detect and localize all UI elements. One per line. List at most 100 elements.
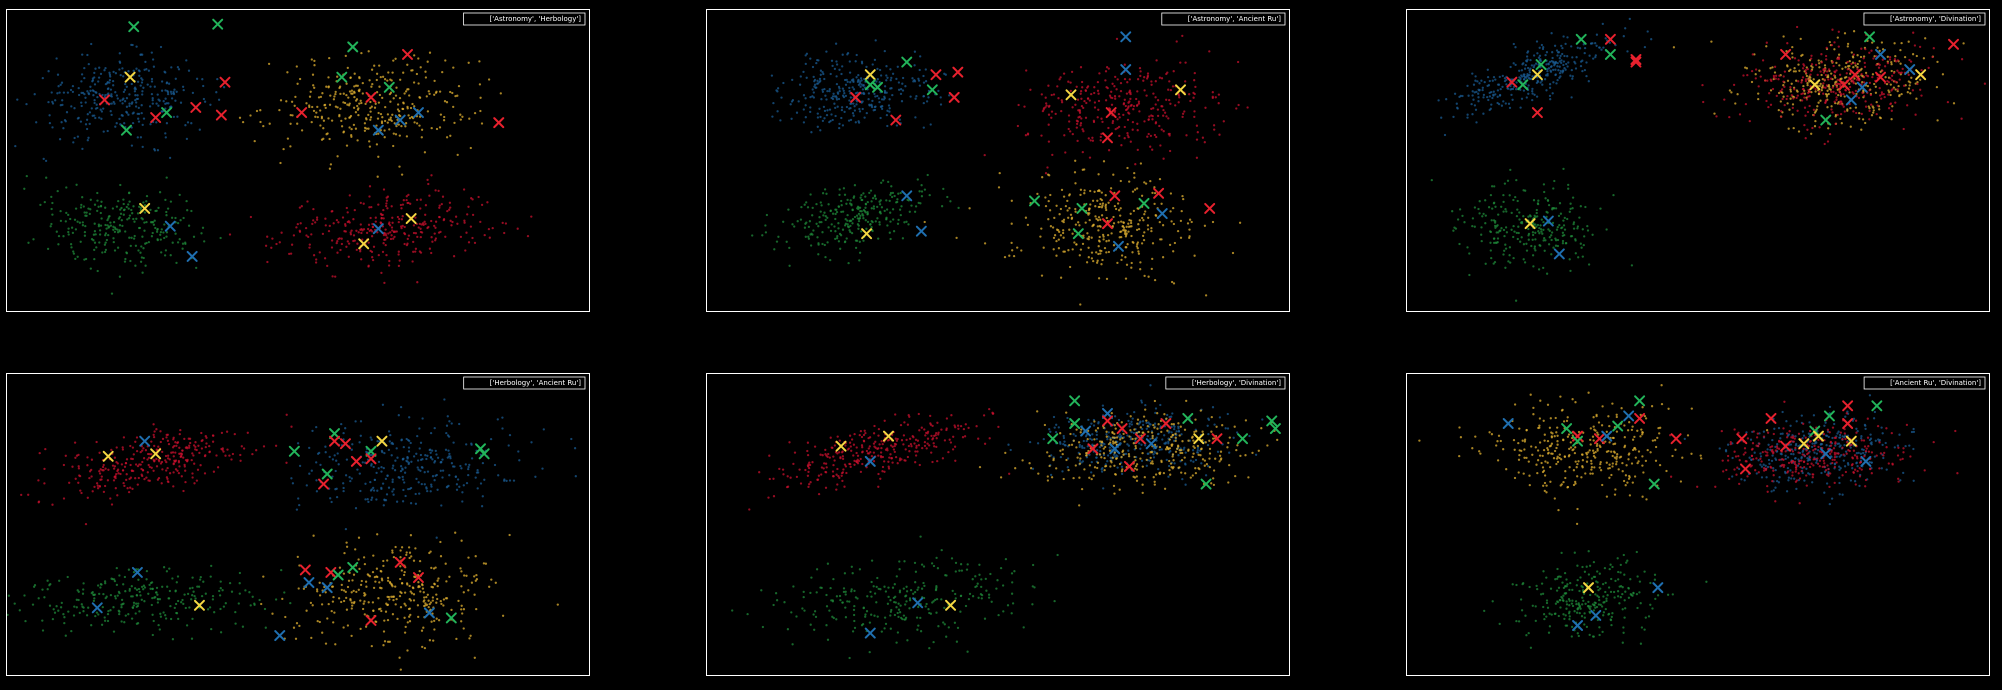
data-point (204, 445, 207, 449)
data-point (426, 489, 429, 493)
data-point (1044, 96, 1047, 99)
data-point (1153, 202, 1156, 206)
data-point (1815, 108, 1818, 111)
data-point (1179, 219, 1183, 223)
data-point (123, 260, 127, 263)
x-marker-stroke (1575, 33, 1587, 45)
data-point (1127, 135, 1130, 139)
data-point (517, 450, 520, 453)
data-point (1795, 25, 1799, 29)
data-point (330, 119, 334, 122)
data-point (1832, 74, 1836, 77)
data-point (35, 121, 38, 124)
data-point (128, 102, 131, 105)
data-point (1096, 259, 1099, 262)
data-point (155, 102, 158, 105)
data-point (1839, 117, 1842, 121)
data-point (415, 72, 419, 76)
data-point (1825, 46, 1828, 50)
data-point (836, 92, 840, 95)
legend-label: ['Astronomy', 'Ancient Ru'] (1188, 15, 1281, 23)
data-point (76, 589, 79, 592)
data-point (166, 207, 170, 210)
data-point (424, 76, 428, 79)
data-point (422, 223, 425, 227)
data-point (866, 220, 870, 224)
data-point (443, 115, 446, 119)
data-point (1870, 114, 1874, 117)
data-point (1105, 251, 1108, 254)
x-marker-blue (1856, 81, 1868, 93)
data-point (315, 479, 318, 482)
data-point (175, 611, 178, 615)
data-point (1151, 148, 1154, 151)
data-point (1492, 75, 1496, 79)
data-point (140, 111, 143, 115)
data-point (16, 98, 19, 101)
data-point (1054, 112, 1057, 116)
data-point (391, 221, 394, 224)
data-point (1787, 127, 1790, 130)
data-point (1512, 256, 1515, 260)
data-point (116, 469, 119, 473)
data-point (896, 222, 900, 225)
data-point (1097, 245, 1100, 248)
data-point (1092, 119, 1096, 122)
data-point (899, 88, 903, 91)
data-point (419, 469, 422, 472)
data-point (419, 441, 423, 444)
data-point (1911, 89, 1915, 92)
data-point (1147, 132, 1150, 136)
data-point (1445, 98, 1448, 101)
data-point (1486, 75, 1490, 79)
data-point (298, 77, 302, 81)
data-point (113, 456, 117, 459)
data-point (804, 116, 807, 119)
data-point (308, 246, 311, 249)
data-point (853, 109, 857, 112)
data-point (476, 469, 479, 472)
data-point (434, 474, 437, 477)
data-point (27, 493, 30, 496)
data-point (341, 216, 345, 219)
data-point (1167, 117, 1170, 120)
data-point (57, 85, 60, 88)
data-point (1117, 112, 1121, 116)
data-point (1527, 238, 1530, 241)
data-point (128, 587, 131, 591)
data-point (1492, 262, 1495, 265)
data-point (860, 230, 863, 233)
x-marker-blue (1845, 94, 1857, 106)
data-point (1454, 227, 1458, 230)
data-point (97, 76, 101, 79)
data-point (1515, 178, 1518, 182)
data-point (193, 462, 196, 465)
data-point (1875, 63, 1878, 67)
data-point (1101, 202, 1105, 205)
data-point (1530, 64, 1534, 67)
data-point (1097, 229, 1100, 232)
data-point (106, 612, 110, 616)
data-point (205, 442, 208, 445)
data-point (1471, 224, 1474, 228)
data-point (817, 225, 820, 228)
data-point (1138, 66, 1142, 70)
data-point (120, 606, 123, 609)
data-point (1780, 109, 1783, 113)
data-point (1505, 83, 1508, 86)
x-marker-stroke (1524, 218, 1536, 230)
data-point (1730, 91, 1733, 94)
data-point (865, 65, 868, 69)
data-point (1523, 78, 1526, 81)
data-point (1116, 118, 1119, 121)
data-point (1029, 88, 1032, 91)
data-point (435, 453, 438, 456)
data-point (530, 215, 533, 218)
data-point (89, 85, 92, 88)
data-point (51, 126, 54, 129)
data-point (319, 463, 322, 467)
data-point (840, 72, 843, 76)
data-point (388, 92, 392, 96)
data-point (1843, 95, 1846, 98)
x-marker-blue (1120, 31, 1132, 43)
